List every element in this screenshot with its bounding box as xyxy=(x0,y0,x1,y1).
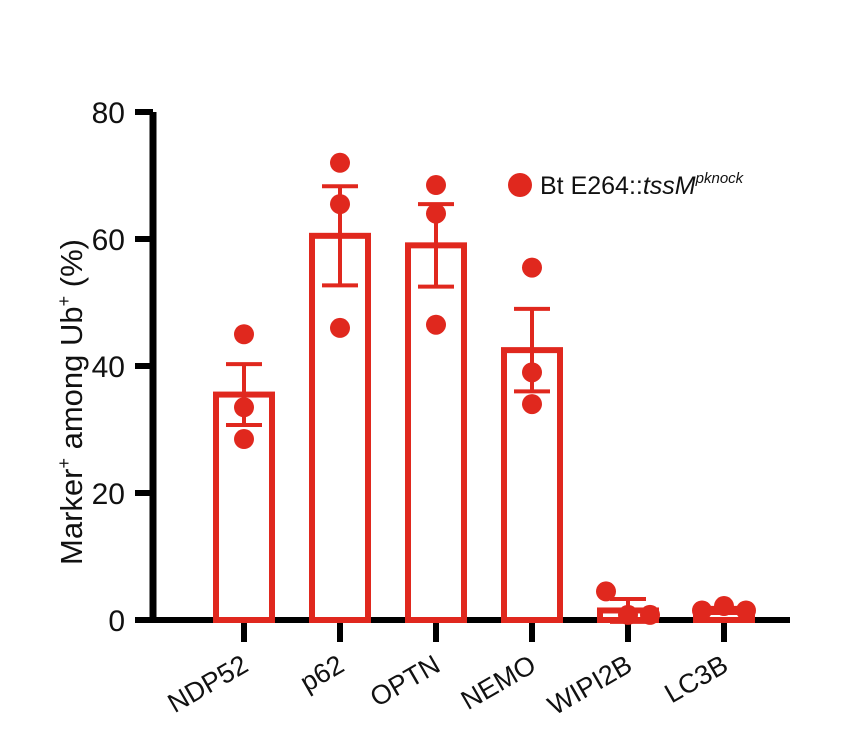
point-optn-3 xyxy=(426,314,446,335)
y-tick-label-60: 60 xyxy=(92,224,125,257)
point-ndp52-1 xyxy=(234,324,254,345)
legend-label: Bt E264::tssMpknock xyxy=(540,170,745,200)
point-wipi2b-1 xyxy=(596,581,616,602)
x-tick-label-lc3b: LC3B xyxy=(660,649,733,709)
bar-p62 xyxy=(309,232,371,623)
y-axis-title-marker: Marker xyxy=(54,469,89,565)
y-axis-title-percent: (%) xyxy=(54,239,89,296)
point-p62-1 xyxy=(330,152,350,173)
y-tick-label-40: 40 xyxy=(92,351,125,384)
legend-label-italic: tssM xyxy=(643,172,696,200)
point-nemo-3 xyxy=(522,394,542,415)
y-axis-title-sup2: + xyxy=(54,296,74,307)
x-tick-label-wipi2b: WIPI2B xyxy=(543,649,637,721)
point-wipi2b-2 xyxy=(618,604,638,625)
bar-ndp52 xyxy=(213,391,275,624)
point-ndp52-3 xyxy=(234,429,254,450)
y-tick-label-80: 80 xyxy=(92,97,125,130)
y-axis-title-sup1: + xyxy=(54,458,74,469)
point-optn-1 xyxy=(426,175,446,196)
point-lc3b-1 xyxy=(692,600,712,621)
y-tick-label-0: 0 xyxy=(108,605,125,638)
legend: Bt E264::tssMpknock xyxy=(508,170,745,200)
point-optn-2 xyxy=(426,203,446,224)
point-wipi2b-3 xyxy=(640,604,660,625)
y-axis: 0 20 40 60 80 xyxy=(92,97,157,638)
y-axis-title: Marker+ among Ub+ (%) xyxy=(54,239,89,565)
point-p62-3 xyxy=(330,317,350,338)
x-tick-label-ndp52: NDP52 xyxy=(163,649,253,719)
legend-label-prefix: Bt E264:: xyxy=(540,172,643,200)
bars xyxy=(213,232,755,624)
bar-optn xyxy=(405,242,467,623)
y-tick-label-20: 20 xyxy=(92,478,125,511)
point-ndp52-2 xyxy=(234,397,254,418)
point-nemo-1 xyxy=(522,257,542,278)
x-tick-label-optn: OPTN xyxy=(365,649,445,712)
x-tick-label-nemo: NEMO xyxy=(456,649,541,715)
legend-marker xyxy=(508,173,532,197)
error-bars xyxy=(226,184,742,624)
x-tick-label-p62: p62 xyxy=(295,649,349,698)
legend-label-sup: pknock xyxy=(695,170,745,187)
data-points xyxy=(234,152,756,625)
point-p62-2 xyxy=(330,194,350,215)
y-axis-title-among-ub: among Ub xyxy=(54,306,89,458)
point-lc3b-2 xyxy=(714,596,734,617)
point-nemo-2 xyxy=(522,362,542,383)
point-lc3b-3 xyxy=(736,600,756,621)
x-axis: NDP52 p62 OPTN NEMO WIPI2B LC3B xyxy=(150,617,790,721)
